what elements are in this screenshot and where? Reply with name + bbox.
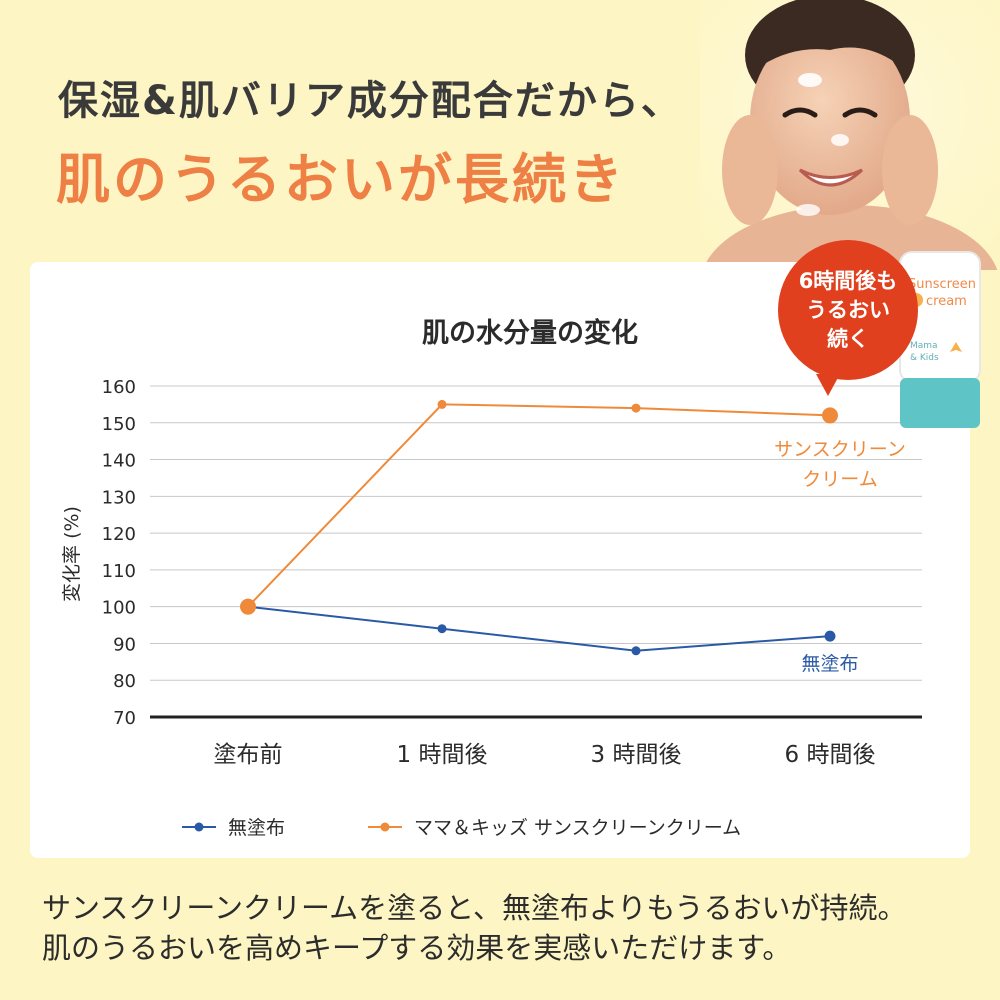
callout-bubble: 6時間後も うるおい 続く	[778, 240, 918, 396]
series-label-blue: 無塗布	[801, 652, 858, 675]
line-chart: 肌の水分量の変化 70 80 90 100 110 120 130 140 150 160 変化率…	[61, 317, 922, 839]
y-tick-label: 90	[113, 634, 136, 655]
series-label-orange-line: サンスクリーン	[774, 438, 906, 460]
callout-line2: うるおい	[806, 297, 890, 322]
chart-legend: 無塗布 ママ＆キッズ サンスクリーンクリーム	[182, 816, 741, 839]
series-points	[240, 399, 838, 656]
tube-brand-line1: Sunscreen	[908, 277, 976, 292]
y-tick-label: 70	[113, 708, 136, 729]
footer-line1: サンスクリーンクリームを塗ると、無塗布よりもうるおいが持続。	[42, 891, 907, 925]
y-tick-label: 110	[102, 561, 136, 582]
data-point	[822, 407, 838, 424]
chart-title: 肌の水分量の変化	[422, 317, 638, 349]
child-photo	[700, 0, 1000, 270]
legend-label: 無塗布	[228, 816, 285, 839]
legend-marker	[194, 822, 204, 832]
y-tick-label: 100	[102, 598, 136, 619]
data-point	[437, 624, 447, 634]
tube-logo-line2: & Kids	[910, 353, 939, 363]
tube-brand-line2: cream	[926, 294, 967, 309]
y-tick-label: 130	[102, 487, 136, 508]
callout-line3: 続く	[827, 326, 869, 351]
tube-logo-line1: Mama	[910, 341, 938, 351]
footer-text: サンスクリーンクリームを塗ると、無塗布よりもうるおいが持続。 肌のうるおいを高め…	[42, 888, 907, 968]
y-tick-label: 150	[102, 414, 136, 435]
chart-grid	[150, 385, 922, 719]
data-point	[631, 403, 641, 413]
data-point	[824, 630, 836, 642]
headline-line2: 肌のうるおいが長続き	[56, 148, 626, 211]
series-line-0	[247, 605, 831, 652]
x-tick-label: 1 時間後	[397, 742, 488, 768]
data-point	[631, 646, 641, 656]
x-tick-label: 6 時間後	[785, 742, 876, 768]
series-label-orange-line: クリーム	[802, 468, 877, 490]
headline-line1: 保湿&肌バリア成分配合だから、	[58, 78, 683, 124]
legend-marker	[380, 822, 390, 832]
y-tick-label: 80	[113, 671, 136, 692]
x-axis-ticks: 塗布前 1 時間後 3 時間後 6 時間後	[214, 742, 876, 768]
callout-line1: 6時間後も	[798, 268, 898, 293]
x-tick-label: 3 時間後	[591, 742, 682, 768]
legend-label: ママ＆キッズ サンスクリーンクリーム	[414, 817, 741, 839]
y-tick-label: 120	[102, 524, 136, 545]
series-lines	[247, 403, 831, 652]
data-point	[240, 598, 256, 615]
y-tick-label: 140	[102, 451, 136, 472]
y-axis-label: 変化率 (%)	[61, 506, 83, 602]
y-tick-label: 160	[102, 377, 136, 398]
series-end-labels: 無塗布 サンスクリーンクリーム	[774, 438, 906, 675]
sun-icon	[950, 342, 962, 352]
series-line-1	[247, 403, 831, 608]
data-point	[437, 399, 447, 409]
product-tube: Sunscreen cream Mama & Kids	[898, 250, 988, 430]
x-tick-label: 塗布前	[214, 742, 283, 768]
footer-line2: 肌のうるおいを高めキープする効果を実感いただけます。	[42, 931, 792, 965]
y-axis-ticks: 70 80 90 100 110 120 130 140 150 160	[102, 377, 136, 729]
